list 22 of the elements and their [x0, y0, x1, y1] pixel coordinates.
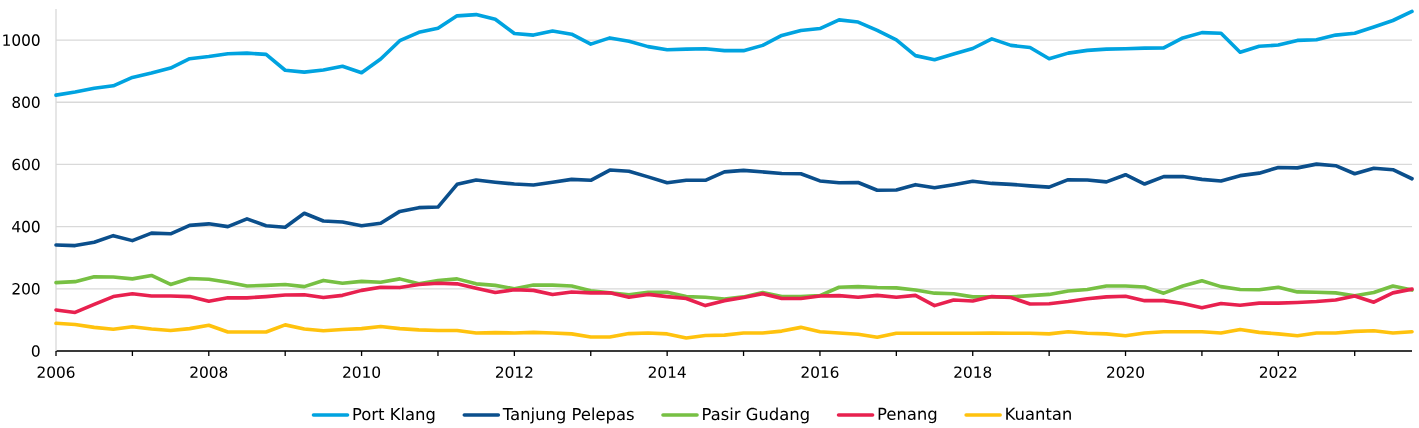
legend-label: Kuantan [1006, 407, 1071, 421]
x-tick-label: 2022 [1259, 366, 1297, 378]
y-tick-label: 1000 [3, 34, 40, 46]
y-tick-label: 400 [12, 220, 40, 233]
y-tick-label: 0 [31, 345, 40, 357]
x-tick-label: 2014 [648, 366, 686, 378]
x-tick-label: 2008 [190, 366, 228, 378]
x-tick-label: 2020 [1107, 366, 1145, 378]
y-tick-label: 800 [12, 96, 40, 109]
x-tick-label: 2012 [495, 366, 533, 378]
legend-label: Port Klang [353, 407, 435, 424]
line-series [54, 9, 1414, 97]
x-tick-label: 2006 [37, 366, 75, 378]
y-tick-label: 200 [12, 283, 40, 295]
line-series [54, 281, 1414, 315]
y-tick-label: 600 [12, 158, 40, 171]
legend-label: Pasir Gudang [703, 407, 809, 424]
x-tick-label: 2016 [801, 366, 839, 378]
x-tick-label: 2018 [954, 366, 992, 378]
legend-label: Tanjung Pelepas [502, 407, 634, 424]
legend-label: Penang [878, 407, 937, 424]
x-tick-label: 2010 [343, 366, 381, 378]
